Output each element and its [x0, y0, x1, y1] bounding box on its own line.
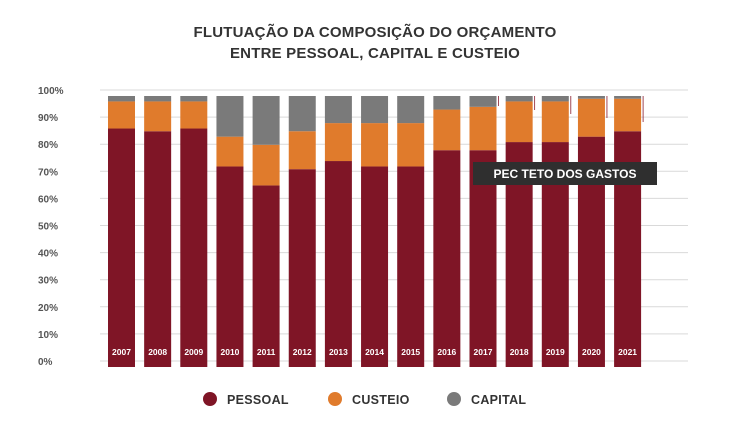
bar-custeio-2008	[144, 101, 172, 132]
x-axis-ticks: 2007 2008 2009 2010 2011 2012 2013 2014 2015 2016…	[112, 347, 637, 357]
bar-pessoal-2016	[433, 150, 461, 367]
bar-pessoal-2011	[252, 185, 280, 367]
x-tick-label: 2014	[365, 347, 384, 357]
bar-capital-2008	[144, 96, 172, 102]
bar-capital-2012	[288, 96, 316, 132]
bar-custeio-2019	[541, 101, 569, 143]
y-tick-label: 0%	[38, 357, 53, 368]
y-tick-label: 60%	[38, 194, 58, 205]
x-tick-label: 2012	[293, 347, 312, 357]
annotation-label: PEC TETO DOS GASTOS	[494, 167, 637, 181]
bar-pessoal-2009	[180, 128, 208, 367]
bar-pessoal-2010	[216, 166, 244, 367]
bar-pessoal-2012	[288, 169, 316, 367]
bar-custeio-2013	[324, 123, 352, 162]
bar-pessoal-2013	[324, 161, 352, 367]
x-tick-label: 2019	[546, 347, 565, 357]
bar-capital-2017	[469, 96, 497, 107]
bar-capital-2007	[108, 96, 135, 102]
y-tick-label: 70%	[38, 167, 58, 178]
bar-custeio-2009	[180, 101, 208, 129]
legend-label-custeio: CUSTEIO	[352, 393, 410, 407]
bar-capital-2019	[541, 96, 569, 102]
bar-custeio-2011	[252, 144, 280, 186]
y-tick-label: 20%	[38, 303, 58, 314]
y-axis-ticks: 0% 10% 20% 30% 40% 50% 60% 70% 80% 90% 100%	[38, 86, 64, 368]
legend-swatch-pessoal	[203, 392, 217, 406]
legend-label-capital: CAPITAL	[471, 393, 526, 407]
x-tick-label: 2011	[257, 347, 276, 357]
legend: PESSOAL CUSTEIO CAPITAL	[203, 392, 526, 407]
x-tick-label: 2017	[474, 347, 493, 357]
chart-title-line-2: ENTRE PESSOAL, CAPITAL E CUSTEIO	[229, 45, 521, 62]
bar-custeio-2014	[361, 123, 389, 167]
y-tick-label: 80%	[38, 140, 58, 151]
x-tick-label: 2013	[329, 347, 348, 357]
bar-capital-2009	[180, 96, 208, 102]
bar-custeio-2016	[433, 109, 461, 151]
x-tick-label: 2007	[112, 347, 131, 357]
bar-pessoal-2015	[397, 166, 425, 367]
bar-custeio-2012	[288, 131, 316, 170]
bar-custeio-2015	[397, 123, 425, 167]
bar-capital-2011	[252, 96, 280, 145]
bar-capital-2020	[577, 96, 605, 99]
annotation-box: PEC TETO DOS GASTOS	[473, 162, 657, 185]
bar-custeio-2017	[469, 106, 497, 151]
bar-pessoal-2008	[144, 131, 172, 367]
y-tick-label: 50%	[38, 222, 58, 233]
x-tick-label: 2009	[184, 347, 203, 357]
chart-title-line-1: FLUTUAÇÃO DA COMPOSIÇÃO DO ORÇAMENTO	[193, 24, 557, 41]
x-tick-label: 2010	[220, 347, 239, 357]
legend-swatch-capital	[447, 392, 461, 406]
x-tick-label: 2008	[148, 347, 167, 357]
annotation: PEC TETO DOS GASTOS	[473, 96, 657, 185]
bar-pessoal-2007	[108, 128, 135, 367]
bar-pessoal-2017	[469, 150, 497, 367]
bar-capital-2021	[614, 96, 642, 99]
legend-label-pessoal: PESSOAL	[227, 393, 289, 407]
bar-capital-2014	[361, 96, 389, 124]
bar-custeio-2018	[505, 101, 533, 143]
bar-capital-2018	[505, 96, 533, 102]
annotation-background	[473, 162, 657, 185]
bar-pessoal-2014	[361, 166, 389, 367]
bar-capital-2013	[324, 96, 352, 124]
x-tick-label: 2018	[510, 347, 529, 357]
y-tick-label: 100%	[38, 86, 64, 97]
bar-custeio-2010	[216, 136, 244, 167]
x-tick-label: 2021	[618, 347, 637, 357]
y-tick-label: 40%	[38, 249, 58, 260]
x-tick-label: 2020	[582, 347, 601, 357]
bar-capital-2016	[433, 96, 461, 110]
bar-custeio-2007	[108, 101, 135, 129]
legend-swatch-custeio	[328, 392, 342, 406]
y-tick-label: 10%	[38, 330, 58, 341]
bar-custeio-2021	[614, 98, 642, 132]
y-tick-label: 90%	[38, 113, 58, 124]
x-tick-label: 2015	[401, 347, 420, 357]
bars	[108, 96, 642, 367]
x-tick-label: 2016	[437, 347, 456, 357]
y-tick-label: 30%	[38, 276, 58, 287]
bar-capital-2010	[216, 96, 244, 137]
bar-capital-2015	[397, 96, 425, 124]
bar-custeio-2020	[577, 98, 605, 137]
